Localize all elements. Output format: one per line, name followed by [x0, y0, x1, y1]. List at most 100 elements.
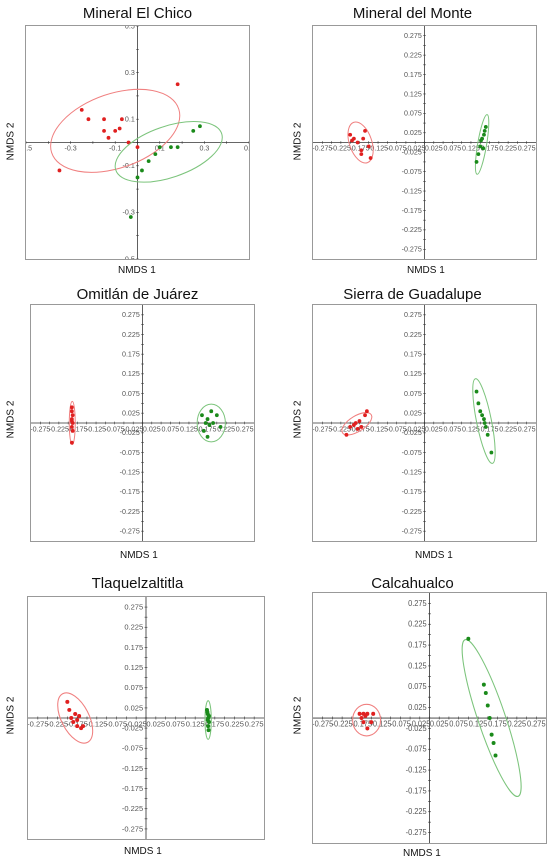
data-point [135, 145, 140, 150]
y-tick-label: 0.025 [404, 408, 422, 417]
x-axis-label: NMDS 1 [407, 265, 445, 276]
x-tick-label: 0.075 [443, 424, 461, 433]
x-tick-label: -0.075 [390, 720, 411, 729]
y-tick-label: -0.175 [120, 487, 140, 496]
data-point [211, 421, 216, 425]
x-tick-label: -0.225 [47, 719, 68, 728]
data-point [205, 718, 210, 723]
data-point [206, 713, 211, 718]
confidence-ellipse [57, 692, 94, 744]
x-tick-label: -0.125 [368, 424, 388, 433]
x-tick-label: -0.125 [370, 720, 391, 729]
data-point [117, 126, 122, 131]
data-point [205, 709, 210, 714]
data-point [489, 732, 494, 737]
y-tick-label: -0.125 [122, 764, 143, 773]
x-tick-label: 0.025 [425, 424, 443, 433]
data-point [102, 128, 106, 133]
y-tick-label: 0.125 [408, 661, 427, 670]
data-point [485, 703, 490, 708]
data-point [69, 405, 74, 410]
data-point [369, 720, 374, 725]
x-tick-label: 0.225 [499, 424, 517, 433]
y-tick-label: 0.225 [408, 620, 427, 629]
data-point [201, 428, 206, 433]
x-tick-label: -0.275 [313, 720, 333, 729]
x-tick-label: -0.075 [105, 424, 125, 433]
chart-panel-2: Mineral del Monte -0.275 -0.225 -0.175 -0.1… [275, 0, 550, 290]
data-point [357, 419, 362, 423]
data-point [157, 145, 162, 150]
x-tick-label: -0.5 [26, 144, 32, 153]
y-tick-label: 0.275 [404, 31, 422, 40]
data-point [363, 128, 367, 133]
x-tick-label: 0.175 [481, 424, 499, 433]
data-point [57, 168, 62, 173]
data-point [476, 401, 481, 406]
x-axis-label: NMDS 1 [120, 550, 158, 561]
data-point [206, 724, 211, 729]
x-tick-label: 0.025 [425, 144, 443, 153]
data-point [205, 434, 210, 439]
data-point [218, 424, 223, 429]
chart-title: Calcahualco [371, 575, 454, 592]
y-axis-label: NMDS 2 [5, 696, 17, 735]
data-point [200, 413, 204, 418]
y-tick-label: -0.075 [120, 448, 140, 457]
y-tick-label: -0.125 [402, 467, 422, 476]
y-tick-label: 0.075 [404, 389, 422, 398]
data-point [466, 636, 471, 641]
data-point [169, 145, 173, 150]
x-axis-label: NMDS 1 [403, 848, 441, 859]
y-tick-label: -0.025 [122, 723, 143, 732]
data-point [77, 713, 82, 718]
x-tick-label: -0.175 [349, 144, 369, 153]
x-tick-label: -0.075 [387, 144, 407, 153]
y-tick-label: 0.275 [122, 310, 140, 319]
data-point [69, 716, 74, 720]
y-tick-label: 0.175 [124, 643, 143, 652]
x-tick-label: -0.275 [28, 719, 49, 728]
x-tick-label: -0.225 [332, 720, 353, 729]
x-tick-label: 0.125 [462, 424, 480, 433]
x-tick-label: 0.075 [443, 144, 461, 153]
data-point [359, 148, 364, 153]
data-point [119, 117, 124, 122]
x-tick-label: 0.025 [430, 720, 449, 729]
data-point [70, 428, 75, 433]
y-tick-label: 0.125 [122, 369, 140, 378]
chart-panel-5: Tlaquelzaltitla -0.275 -0.225 -0.175 -0.125… [0, 575, 275, 868]
data-point [485, 432, 490, 437]
y-tick-label: 0.175 [404, 70, 422, 79]
data-point [69, 409, 74, 414]
data-point [365, 711, 370, 716]
data-point [361, 711, 366, 716]
x-tick-label: -0.175 [351, 720, 372, 729]
data-point [348, 132, 353, 137]
y-tick-label: 0.025 [124, 703, 143, 712]
x-tick-label: 0.175 [481, 144, 499, 153]
x-tick-label: 0.225 [225, 719, 244, 728]
x-tick-label: 0.025 [146, 719, 165, 728]
x-tick-label: 0.075 [161, 424, 179, 433]
data-point [478, 409, 483, 414]
y-tick-label: 0.225 [404, 50, 422, 59]
y-tick-label: -0.275 [120, 526, 140, 535]
data-point [487, 715, 492, 721]
x-tick-label: -0.125 [86, 424, 106, 433]
data-point [361, 136, 366, 141]
data-point [359, 424, 364, 429]
confidence-ellipse [196, 403, 226, 443]
data-point [476, 152, 481, 157]
x-tick-label: -0.025 [405, 424, 425, 433]
data-point [359, 152, 364, 157]
confidence-ellipse [352, 703, 382, 737]
data-point [209, 409, 214, 414]
data-point [65, 699, 70, 704]
confidence-ellipse [474, 114, 490, 175]
x-tick-label: -0.175 [67, 424, 87, 433]
chart-panel-6: Calcahualco -0.275 -0.225 -0.175 -0.125 -0.0… [275, 575, 550, 868]
